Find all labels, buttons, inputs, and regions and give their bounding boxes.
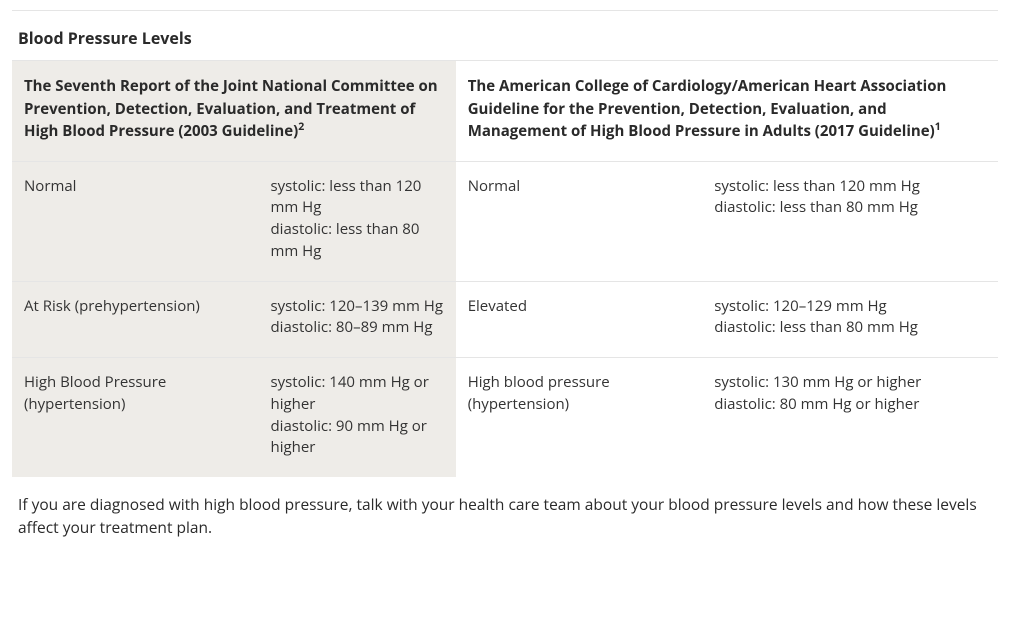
- right-diastolic: diastolic: 80 mm Hg or higher: [714, 394, 986, 416]
- right-category: Normal: [456, 161, 703, 281]
- footnote-text: If you are diagnosed with high blood pre…: [12, 477, 998, 540]
- left-category: High Blood Pressure (hypertension): [12, 358, 259, 478]
- left-category: At Risk (prehypertension): [12, 281, 259, 358]
- table-title: Blood Pressure Levels: [12, 19, 998, 60]
- left-diastolic: diastolic: 90 mm Hg or higher: [271, 416, 444, 460]
- bp-table: The Seventh Report of the Joint National…: [12, 60, 998, 477]
- left-values: systolic: 140 mm Hg or higher diastolic:…: [259, 358, 456, 478]
- right-guideline-header: The American College of Cardiology/Ameri…: [456, 61, 998, 162]
- table-row: High Blood Pressure (hypertension) systo…: [12, 358, 998, 478]
- right-diastolic: diastolic: less than 80 mm Hg: [714, 317, 986, 339]
- right-systolic: systolic: 120–129 mm Hg: [714, 296, 986, 318]
- left-guideline-header: The Seventh Report of the Joint National…: [12, 61, 456, 162]
- right-systolic: systolic: 130 mm Hg or higher: [714, 372, 986, 394]
- left-values: systolic: less than 120 mm Hg diastolic:…: [259, 161, 456, 281]
- top-rule: [12, 10, 998, 11]
- right-category: High blood pressure (hypertension): [456, 358, 703, 478]
- right-values: systolic: 120–129 mm Hg diastolic: less …: [702, 281, 998, 358]
- table-row: At Risk (prehypertension) systolic: 120–…: [12, 281, 998, 358]
- left-systolic: systolic: 140 mm Hg or higher: [271, 372, 444, 416]
- right-diastolic: diastolic: less than 80 mm Hg: [714, 197, 986, 219]
- right-guideline-sup: 1: [935, 120, 941, 134]
- right-values: systolic: 130 mm Hg or higher diastolic:…: [702, 358, 998, 478]
- left-guideline-sup: 2: [298, 120, 304, 134]
- left-guideline-title: The Seventh Report of the Joint National…: [24, 76, 438, 141]
- left-diastolic: diastolic: less than 80 mm Hg: [271, 219, 444, 263]
- left-systolic: systolic: 120–139 mm Hg: [271, 296, 444, 318]
- right-category: Elevated: [456, 281, 703, 358]
- right-systolic: systolic: less than 120 mm Hg: [714, 176, 986, 198]
- right-values: systolic: less than 120 mm Hg diastolic:…: [702, 161, 998, 281]
- left-systolic: systolic: less than 120 mm Hg: [271, 176, 444, 220]
- left-category: Normal: [12, 161, 259, 281]
- left-diastolic: diastolic: 80–89 mm Hg: [271, 317, 444, 339]
- left-values: systolic: 120–139 mm Hg diastolic: 80–89…: [259, 281, 456, 358]
- right-guideline-title: The American College of Cardiology/Ameri…: [468, 76, 947, 141]
- table-row: Normal systolic: less than 120 mm Hg dia…: [12, 161, 998, 281]
